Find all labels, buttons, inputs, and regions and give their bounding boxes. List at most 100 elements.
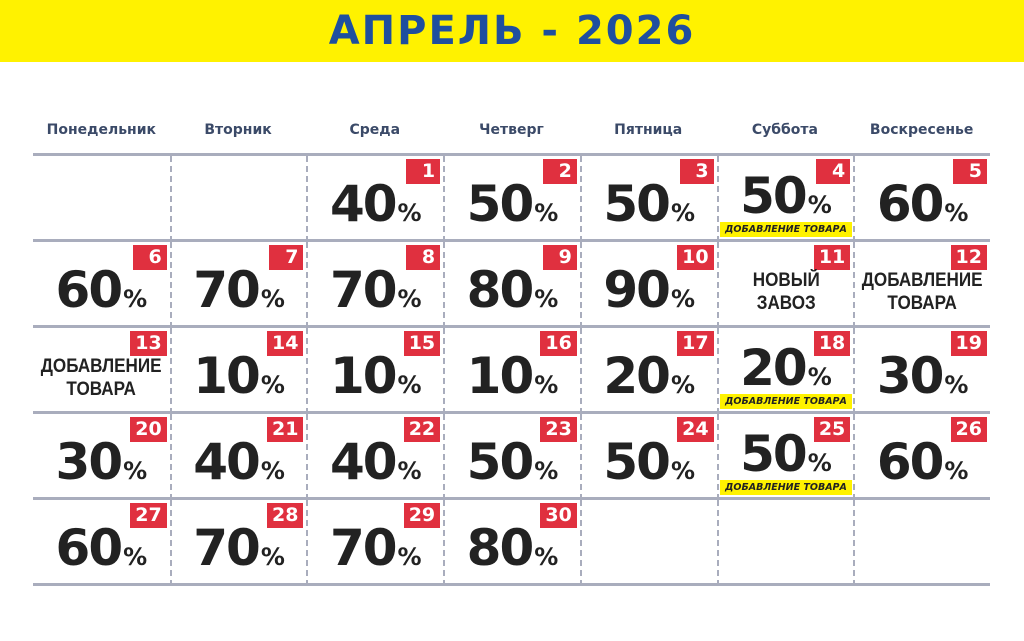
percent-sign: % xyxy=(397,542,422,571)
discount-value: 60% xyxy=(56,265,148,315)
day-number-badge: 5 xyxy=(952,159,987,184)
discount-number: 60 xyxy=(55,518,124,577)
discount-value: 20% xyxy=(740,343,832,393)
day-number-badge: 3 xyxy=(679,159,714,184)
weekday-label: Вторник xyxy=(204,122,272,138)
discount-value: 80% xyxy=(467,265,559,315)
discount-number: 80 xyxy=(466,518,535,577)
day-number-badge: 13 xyxy=(130,331,167,356)
day-cell: 24 50% xyxy=(579,414,717,500)
discount-value: 70% xyxy=(193,265,285,315)
day-number-badge: 7 xyxy=(269,245,304,270)
event-text-line: ДОБАВЛЕНИЕ xyxy=(862,269,984,291)
weekday-label: Пятница xyxy=(614,122,683,138)
percent-sign: % xyxy=(397,198,422,227)
day-cell: 3 50% xyxy=(579,156,717,242)
percent-sign: % xyxy=(123,456,148,485)
percent-sign: % xyxy=(397,370,422,399)
discount-value: 50% xyxy=(740,429,832,479)
empty-cell xyxy=(33,156,170,242)
day-number-badge: 9 xyxy=(542,245,577,270)
discount-value: 80% xyxy=(467,523,559,573)
day-number-badge: 2 xyxy=(542,159,577,184)
discount-number: 40 xyxy=(329,432,398,491)
discount-value: 70% xyxy=(330,265,422,315)
day-number-badge: 12 xyxy=(950,245,987,270)
day-number-badge: 17 xyxy=(677,331,714,356)
day-cell: 1 40% xyxy=(306,156,444,242)
day-cell: 8 70% xyxy=(306,242,444,328)
discount-value: 40% xyxy=(330,179,422,229)
event-text: ДОБАВЛЕНИЕ ТОВАРА xyxy=(862,270,983,316)
discount-number: 60 xyxy=(876,174,945,233)
percent-sign: % xyxy=(670,370,696,399)
discount-number: 70 xyxy=(193,518,261,577)
calendar-grid: 1 40% 2 50% 3 50% 4 50% ДОБАВЛЕНИЕ ТОВАРА 5 60% 6 60… xyxy=(33,153,990,586)
percent-sign: % xyxy=(260,370,285,399)
day-number-badge: 25 xyxy=(813,417,851,442)
discount-value: 60% xyxy=(877,437,969,487)
percent-sign: % xyxy=(123,284,148,313)
discount-number: 50 xyxy=(603,432,671,491)
discount-number: 20 xyxy=(740,338,808,397)
day-number-badge: 26 xyxy=(950,417,987,442)
day-cell: 17 20% xyxy=(579,328,717,414)
percent-sign: % xyxy=(534,198,559,227)
discount-number: 60 xyxy=(55,260,124,319)
discount-value: 50% xyxy=(467,179,559,229)
day-cell: 12 ДОБАВЛЕНИЕ ТОВАРА xyxy=(853,242,990,328)
day-number-badge: 18 xyxy=(813,331,851,356)
percent-sign: % xyxy=(534,542,559,571)
discount-value: 90% xyxy=(603,265,695,315)
weekday-label: Понедельник xyxy=(46,122,157,138)
weekday-label: Воскресенье xyxy=(869,122,974,138)
percent-sign: % xyxy=(944,370,969,399)
discount-value: 10% xyxy=(193,351,285,401)
day-cell: 5 60% xyxy=(853,156,990,242)
discount-value: 20% xyxy=(603,351,695,401)
day-number-badge: 24 xyxy=(677,417,714,442)
day-number-badge: 23 xyxy=(540,417,577,442)
discount-number: 70 xyxy=(329,260,398,319)
restock-tag: ДОБАВЛЕНИЕ ТОВАРА xyxy=(719,393,852,409)
weekday-label: Среда xyxy=(349,122,401,138)
page-title: АПРЕЛЬ - 2026 xyxy=(328,8,696,54)
discount-number: 50 xyxy=(740,424,808,483)
day-cell: 20 30% xyxy=(33,414,170,500)
day-number-badge: 30 xyxy=(540,503,577,528)
discount-number: 50 xyxy=(740,166,808,225)
day-cell: 28 70% xyxy=(169,500,307,586)
event-text: ДОБАВЛЕНИЕ ТОВАРА xyxy=(41,356,162,402)
discount-value: 30% xyxy=(877,351,969,401)
discount-number: 10 xyxy=(466,346,535,405)
percent-sign: % xyxy=(534,370,559,399)
discount-value: 40% xyxy=(193,437,285,487)
discount-value: 50% xyxy=(740,171,832,221)
day-cell: 7 70% xyxy=(169,242,307,328)
day-cell: 13 ДОБАВЛЕНИЕ ТОВАРА xyxy=(33,328,170,414)
discount-number: 20 xyxy=(603,346,671,405)
day-cell: 18 20% ДОБАВЛЕНИЕ ТОВАРА xyxy=(716,328,854,414)
day-number-badge: 29 xyxy=(403,503,441,528)
restock-tag: ДОБАВЛЕНИЕ ТОВАРА xyxy=(719,221,852,237)
percent-sign: % xyxy=(260,456,285,485)
restock-tag: ДОБАВЛЕНИЕ ТОВАРА xyxy=(719,479,852,495)
day-cell: 29 70% xyxy=(306,500,444,586)
weekday-label: Четверг xyxy=(479,122,544,138)
percent-sign: % xyxy=(670,198,696,227)
percent-sign: % xyxy=(807,190,832,219)
discount-number: 50 xyxy=(466,432,535,491)
percent-sign: % xyxy=(534,456,559,485)
day-number-badge: 22 xyxy=(403,417,441,442)
discount-number: 70 xyxy=(193,260,261,319)
empty-cell xyxy=(169,156,307,242)
discount-number: 60 xyxy=(876,432,945,491)
discount-value: 60% xyxy=(877,179,969,229)
weekday-label: Суббота xyxy=(751,122,818,138)
percent-sign: % xyxy=(670,456,696,485)
discount-value: 70% xyxy=(330,523,422,573)
discount-number: 30 xyxy=(55,432,124,491)
day-number-badge: 27 xyxy=(130,503,167,528)
discount-value: 40% xyxy=(330,437,422,487)
day-number-badge: 15 xyxy=(403,331,441,356)
